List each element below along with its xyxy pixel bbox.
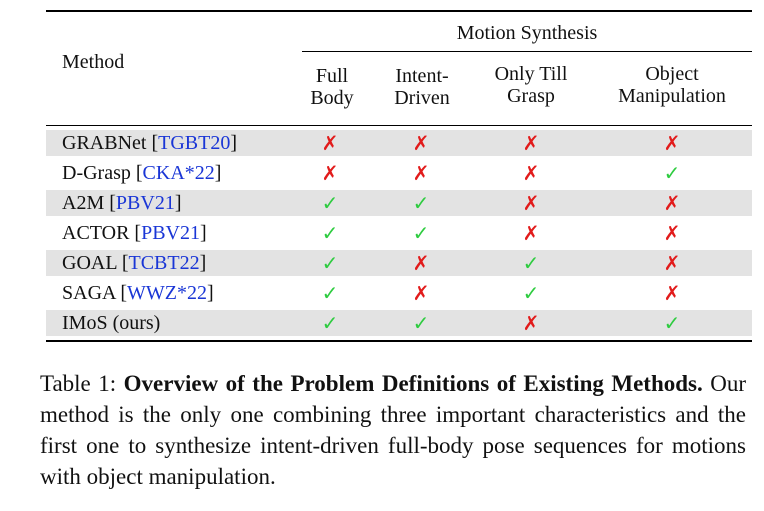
method-name: GRABNet (62, 132, 147, 154)
check-mark-icon: ✓ (663, 311, 681, 335)
column-header-line: Full (315, 65, 349, 87)
cross-mark-icon: ✗ (412, 131, 430, 155)
method-cell: IMoS (ours) (62, 310, 160, 336)
check-mark-icon: ✓ (412, 191, 430, 215)
citation-link[interactable]: TGBT20 (158, 132, 231, 154)
method-name: ACTOR (62, 222, 130, 244)
method-name: GOAL (62, 252, 117, 274)
check-mark-icon: ✓ (663, 161, 681, 185)
column-header-line: Body (310, 87, 354, 109)
cross-mark-icon: ✗ (321, 131, 339, 155)
check-mark-icon: ✓ (522, 281, 540, 305)
method-cell: ACTOR [PBV21] (62, 222, 207, 244)
check-mark-icon: ✓ (321, 191, 339, 215)
check-mark-icon: ✓ (321, 221, 339, 245)
cross-mark-icon: ✗ (412, 281, 430, 305)
cross-mark-icon: ✗ (412, 161, 430, 185)
column-header-line: Driven (394, 87, 450, 109)
column-header-line: Object (645, 63, 699, 85)
check-mark-icon: ✓ (321, 281, 339, 305)
column-header-line: Manipulation (618, 85, 726, 107)
row-shading (46, 190, 752, 216)
check-mark-icon: ✓ (412, 311, 430, 335)
row-shading (46, 130, 752, 156)
column-header-full-body: Full Body (302, 65, 362, 109)
cross-mark-icon: ✗ (663, 131, 681, 155)
method-column-header: Method (62, 51, 125, 73)
cross-mark-icon: ✗ (522, 161, 540, 185)
method-cell: A2M [PBV21] (62, 192, 182, 214)
cross-mark-icon: ✗ (522, 221, 540, 245)
table-caption: Table 1: Overview of the Problem Definit… (40, 368, 746, 492)
table-row: SAGA [WWZ*22] ✓ ✗ ✓ ✗ (46, 280, 752, 306)
method-cell: SAGA [WWZ*22] (62, 282, 214, 304)
table-row: ACTOR [PBV21] ✓ ✓ ✗ ✗ (46, 220, 752, 246)
table-row: IMoS (ours) ✓ ✓ ✗ ✓ (46, 310, 752, 336)
column-header-line: Only Till (494, 63, 568, 85)
table-row: GRABNet [TGBT20] ✗ ✗ ✗ ✗ (46, 130, 752, 156)
header-bottom-rule (46, 125, 752, 126)
column-header-only-till-grasp: Only Till Grasp (472, 63, 590, 107)
method-name: D-Grasp (62, 162, 131, 184)
check-mark-icon: ✓ (321, 251, 339, 275)
table-row: GOAL [TCBT22] ✓ ✗ ✓ ✗ (46, 250, 752, 276)
caption-label: Table 1: (40, 371, 117, 396)
caption-title: Overview of the Problem Definitions of E… (123, 371, 703, 396)
cross-mark-icon: ✗ (522, 311, 540, 335)
caption-text: Our method is the only one combining thr… (40, 371, 747, 489)
method-cell: GRABNet [TGBT20] (62, 132, 238, 154)
citation-link[interactable]: PBV21 (115, 192, 175, 214)
column-header-object-manipulation: Object Manipulation (600, 63, 744, 107)
citation-link[interactable]: TCBT22 (128, 252, 200, 274)
cross-mark-icon: ✗ (412, 251, 430, 275)
check-mark-icon: ✓ (412, 221, 430, 245)
table-row: A2M [PBV21] ✓ ✓ ✗ ✗ (46, 190, 752, 216)
table-top-rule (46, 10, 752, 12)
table-row: D-Grasp [CKA*22] ✗ ✗ ✗ ✓ (46, 160, 752, 186)
method-name: IMoS (ours) (62, 312, 161, 334)
cross-mark-icon: ✗ (663, 281, 681, 305)
method-cell: D-Grasp [CKA*22] (62, 162, 222, 184)
cross-mark-icon: ✗ (663, 191, 681, 215)
row-shading (46, 250, 752, 276)
check-mark-icon: ✓ (321, 311, 339, 335)
method-cell: GOAL [TCBT22] (62, 252, 207, 274)
citation-link[interactable]: CKA*22 (142, 162, 215, 184)
row-shading (46, 310, 752, 336)
table-bottom-rule (46, 340, 752, 342)
cross-mark-icon: ✗ (522, 191, 540, 215)
cross-mark-icon: ✗ (522, 131, 540, 155)
cross-mark-icon: ✗ (663, 221, 681, 245)
cross-mark-icon: ✗ (663, 251, 681, 275)
cross-mark-icon: ✗ (321, 161, 339, 185)
citation-link[interactable]: PBV21 (141, 222, 200, 244)
motion-synthesis-header: Motion Synthesis (456, 22, 598, 44)
method-name: SAGA (62, 282, 116, 304)
method-name: A2M (62, 192, 105, 214)
group-header-rule (302, 51, 752, 52)
column-header-line: Intent- (395, 65, 449, 87)
column-header-line: Grasp (507, 85, 555, 107)
citation-link[interactable]: WWZ*22 (127, 282, 208, 304)
column-header-intent-driven: Intent- Driven (372, 65, 472, 109)
check-mark-icon: ✓ (522, 251, 540, 275)
